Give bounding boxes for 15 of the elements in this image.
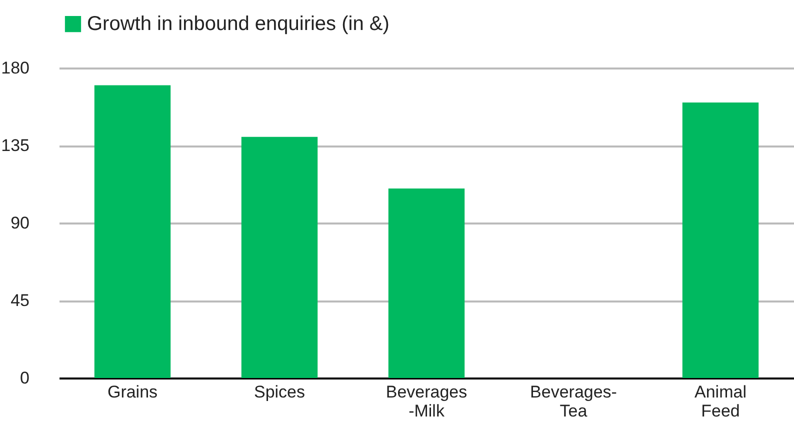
bar <box>682 102 759 378</box>
bar <box>94 85 171 378</box>
bar <box>388 188 465 378</box>
x-tick-label: Grains <box>107 382 158 402</box>
legend-label: Growth in inbound enquiries (in &) <box>87 13 390 35</box>
y-tick-label: 0 <box>20 368 30 388</box>
x-tick-label: Beverages- Tea <box>530 382 617 420</box>
bar <box>241 136 318 378</box>
x-tick-label: Spices <box>254 382 306 402</box>
x-tick-label: Animal Feed <box>694 382 746 420</box>
y-tick-label: 135 <box>1 136 30 155</box>
y-tick-label: 45 <box>10 291 30 310</box>
x-tick-label: Beverages -Milk <box>386 382 468 420</box>
y-tick-label: 180 <box>1 58 30 78</box>
y-tick-label: 90 <box>10 214 30 232</box>
